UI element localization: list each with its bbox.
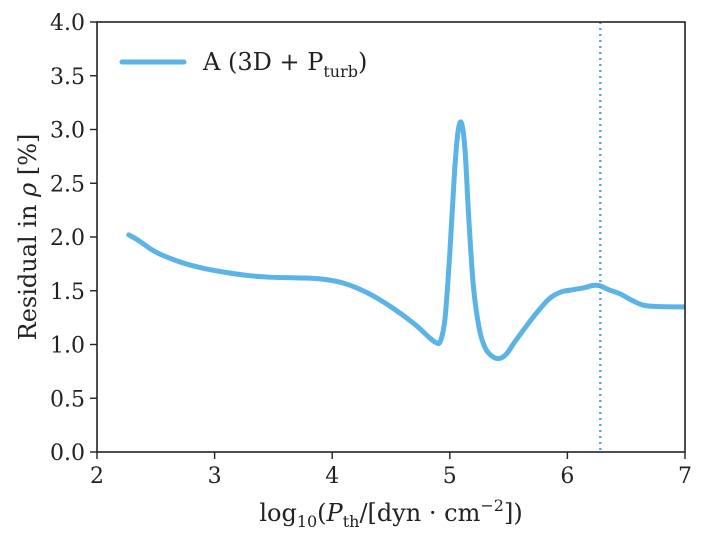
- plot-frame: [96, 21, 686, 453]
- series-line: [126, 119, 685, 362]
- x-tick-label: 2: [90, 464, 104, 489]
- x-tick-label: 7: [678, 464, 692, 489]
- x-axis: 2 3 4 5 6 7: [90, 452, 692, 489]
- plot-area: [126, 22, 685, 452]
- x-tick-label: 3: [208, 464, 222, 489]
- y-tick-label: 3.5: [50, 65, 85, 90]
- legend-entry-label: A (3D + Pturb): [202, 48, 367, 81]
- y-tick-label: 2.0: [50, 226, 85, 251]
- x-axis-label: log10(Pth/[dyn · cm−2]): [259, 496, 522, 531]
- y-tick-label: 0.5: [50, 387, 85, 412]
- y-tick-label: 1.5: [50, 280, 85, 305]
- legend: A (3D + Pturb): [119, 48, 367, 81]
- x-tick-label: 6: [560, 464, 574, 489]
- y-tick-label: 2.5: [50, 172, 85, 197]
- y-axis-label: Residual in ρ [%]: [14, 134, 42, 341]
- y-axis: 0.0 0.5 1.0 1.5 2.0 2.5 3.0 3.5 4.0: [50, 11, 97, 466]
- y-tick-label: 3.0: [50, 119, 85, 144]
- y-tick-label: 0.0: [50, 441, 85, 466]
- y-tick-label: 1.0: [50, 334, 85, 359]
- y-tick-label: 4.0: [50, 11, 85, 36]
- x-tick-label: 4: [325, 464, 339, 489]
- x-tick-label: 5: [443, 464, 457, 489]
